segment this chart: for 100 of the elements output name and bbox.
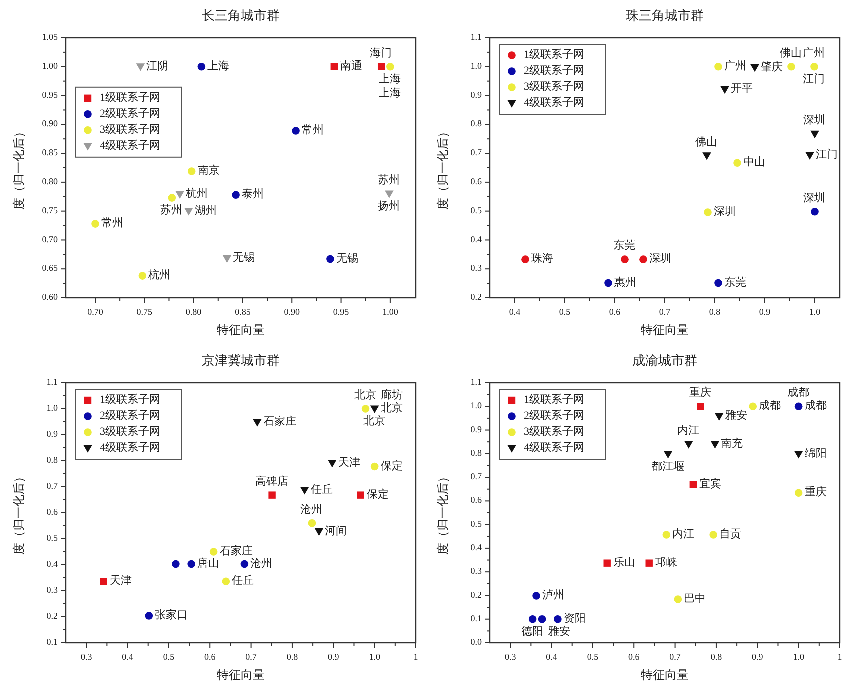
point — [710, 441, 720, 449]
x-tick-label: 0.3 — [80, 652, 93, 662]
point — [314, 528, 324, 536]
point — [528, 615, 537, 624]
legend-label: 4级联系子网 — [100, 138, 160, 152]
annotation: 天津 — [338, 456, 360, 469]
annotation: 石家庄 — [220, 544, 253, 558]
chart-title: 珠三角城市群 — [626, 8, 704, 23]
annotation: 杭州 — [185, 187, 208, 200]
y-tick-label: 0.3 — [46, 585, 58, 596]
x-tick-label: 0.8 — [286, 652, 299, 662]
y-tick-label: 1.0 — [470, 60, 482, 71]
annotation: 苏州 — [378, 174, 400, 187]
annotation: 扬州 — [378, 200, 400, 213]
x-tick-label: 0.95 — [333, 307, 350, 317]
x-tick-label: 1 — [414, 652, 418, 662]
y-tick-label: 0.7 — [46, 481, 58, 492]
y-tick-label: 0.6 — [470, 176, 482, 187]
annotation: 佛山 — [780, 46, 802, 60]
x-tick-label: 0.4 — [509, 307, 522, 317]
annotation: 苏州 — [160, 204, 183, 217]
x-axis-title: 特征向量 — [217, 668, 265, 682]
annotation: 德阳 — [521, 626, 544, 638]
annotation: 北京 — [380, 402, 403, 415]
x-tick-label: 0.4 — [122, 652, 134, 662]
point — [794, 451, 804, 459]
annotation: 任丘 — [310, 482, 333, 496]
y-tick-label: 0.9 — [470, 424, 482, 434]
y-tick-label: 0.6 — [470, 495, 482, 506]
y-axis-title: 度（归一化后） — [436, 126, 450, 210]
y-tick-label: 0.1 — [470, 613, 482, 624]
annotation: 巴中 — [684, 592, 706, 606]
annotation: 常州 — [101, 216, 124, 230]
y-tick-label: 0.7 — [470, 148, 482, 158]
point — [357, 492, 364, 499]
annotation: 南京 — [198, 164, 220, 177]
x-tick-label: 0.7 — [670, 652, 682, 662]
annotation: 东莞 — [614, 239, 636, 252]
x-tick-label: 1 — [838, 652, 842, 662]
y-tick-label: 0.1 — [46, 637, 58, 648]
point — [794, 489, 803, 498]
legend-label: 1级联系子网 — [524, 393, 584, 406]
point — [378, 63, 386, 70]
point — [210, 548, 218, 556]
point — [714, 279, 722, 288]
point — [714, 413, 724, 421]
y-tick-label: 0.0 — [470, 637, 482, 648]
annotation: 上海 — [378, 72, 401, 86]
point — [811, 208, 819, 216]
annotation: 无锡 — [336, 252, 358, 265]
legend-label: 4级联系子网 — [524, 96, 584, 110]
y-tick-label: 0.4 — [46, 559, 58, 570]
y-tick-label: 0.75 — [42, 205, 58, 216]
y-tick-label: 0.9 — [470, 90, 482, 100]
annotation: 肇庆 — [761, 60, 783, 74]
y-tick-label: 0.4 — [470, 234, 482, 244]
point — [172, 560, 180, 568]
y-tick-label: 1.0 — [470, 400, 482, 411]
point — [714, 62, 722, 71]
annotation: 无锡 — [233, 252, 256, 264]
x-axis-title: 特征向量 — [641, 668, 689, 682]
point — [684, 441, 694, 449]
point — [604, 560, 611, 567]
y-tick-label: 0.7 — [470, 472, 482, 482]
point — [198, 62, 206, 71]
x-tick-label: 1.0 — [793, 652, 805, 662]
x-tick-label: 0.8 — [709, 307, 722, 317]
point — [554, 615, 562, 624]
annotation: 雅安 — [725, 409, 748, 422]
x-tick-label: 1.00 — [382, 307, 399, 317]
annotation: 雅安 — [548, 624, 570, 638]
point — [138, 272, 147, 280]
point — [704, 208, 712, 216]
point — [664, 451, 673, 459]
chart-title: 成渝城市群 — [632, 353, 698, 368]
y-tick-label: 1.1 — [470, 32, 482, 42]
point — [176, 191, 184, 199]
annotation: 上海 — [378, 86, 401, 100]
legend-label: 4级联系子网 — [524, 441, 584, 454]
x-tick-label: 0.5 — [163, 652, 176, 662]
annotation: 任丘 — [231, 574, 254, 588]
y-tick-label: 0.65 — [42, 263, 58, 274]
annotation: 江门 — [816, 148, 838, 162]
point — [621, 256, 629, 264]
legend-label: 2级联系子网 — [100, 409, 160, 422]
y-tick-label: 0.3 — [470, 263, 482, 274]
annotation: 成都 — [787, 386, 810, 400]
point — [222, 255, 232, 264]
point — [810, 62, 818, 71]
x-tick-label: 0.85 — [235, 307, 252, 317]
x-tick-label: 0.9 — [328, 652, 340, 662]
y-tick-label: 0.60 — [42, 292, 58, 302]
annotation: 江门 — [803, 72, 825, 86]
legend-label: 1级联系子网 — [524, 48, 584, 62]
point — [330, 63, 338, 70]
annotation: 开平 — [731, 83, 753, 96]
y-tick-label: 0.6 — [46, 507, 58, 518]
legend-label: 1级联系子网 — [100, 90, 160, 104]
x-tick-label: 0.4 — [546, 652, 558, 662]
annotation: 泸州 — [542, 588, 565, 602]
